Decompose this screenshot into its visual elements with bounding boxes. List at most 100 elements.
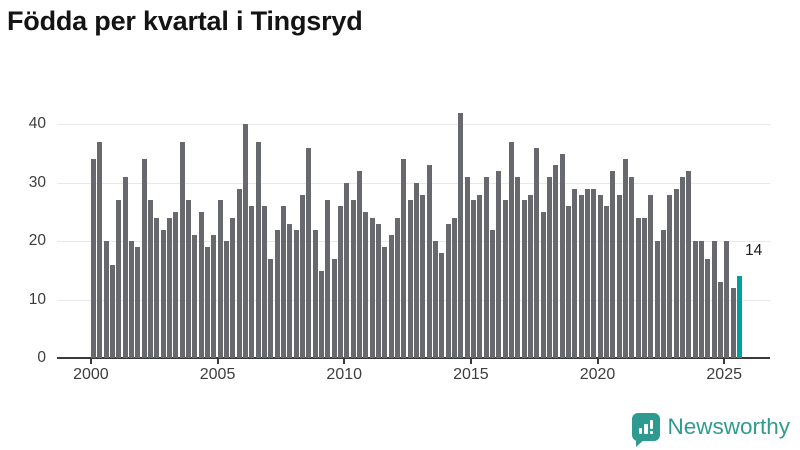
bar: [268, 258, 274, 359]
bar: [375, 223, 381, 359]
bar: [407, 200, 413, 359]
bar: [578, 194, 584, 359]
bar: [249, 206, 255, 359]
bar: [97, 141, 103, 359]
bar: [356, 171, 362, 359]
bar: [192, 235, 198, 359]
x-axis-tick-label: 2025: [706, 366, 742, 383]
bar: [591, 188, 597, 359]
bar: [705, 258, 711, 359]
x-axis-tick: [89, 358, 92, 365]
bar: [331, 258, 337, 359]
bar: [489, 229, 495, 359]
bar: [458, 112, 464, 359]
y-axis-tick-label: 40: [28, 115, 46, 133]
x-axis-tick: [216, 358, 219, 365]
bar: [540, 212, 546, 359]
bar: [299, 194, 305, 359]
bar: [116, 200, 122, 359]
gridline: [57, 299, 770, 301]
bar: [154, 217, 160, 359]
bar: [559, 153, 565, 359]
bar: [641, 217, 647, 359]
bar: [603, 206, 609, 359]
bar: [166, 217, 172, 359]
bar: [337, 206, 343, 359]
bar: [217, 200, 223, 359]
bar: [667, 194, 673, 359]
newsworthy-bar-chart-icon: [632, 413, 661, 447]
bar: [204, 247, 210, 359]
x-axis-tick-label: 2015: [453, 366, 489, 383]
bar: [477, 194, 483, 359]
bar: [508, 141, 514, 359]
bar: [565, 206, 571, 359]
bar: [122, 176, 128, 359]
bar: [660, 229, 666, 359]
bar: [534, 147, 540, 359]
bar: [287, 223, 293, 359]
bar: [173, 212, 179, 359]
bar: [483, 176, 489, 359]
bar: [622, 159, 628, 359]
bar: [553, 165, 559, 359]
bar: [109, 264, 115, 359]
bar: [255, 141, 261, 359]
bar: [147, 200, 153, 359]
x-axis-line: [57, 357, 770, 360]
bar: [223, 241, 229, 359]
bar: [629, 176, 635, 359]
x-axis-tick: [343, 358, 346, 365]
bar: [103, 241, 109, 359]
bar: [717, 282, 723, 359]
bar: [420, 194, 426, 359]
bar: [185, 200, 191, 359]
bar: [686, 171, 692, 359]
x-axis-tick: [723, 358, 726, 365]
bar: [179, 141, 185, 359]
chart-title: Födda per kvartal i Tingsryd: [7, 6, 363, 36]
bar: [724, 241, 730, 359]
bar: [464, 176, 470, 359]
y-axis-tick-label: 10: [28, 290, 46, 308]
bar: [610, 171, 616, 359]
y-axis-tick-label: 20: [28, 232, 46, 250]
bar: [90, 159, 96, 359]
bar: [698, 241, 704, 359]
bar: [274, 229, 280, 359]
bar: [369, 217, 375, 359]
bar: [394, 217, 400, 359]
bar: [426, 165, 432, 359]
bar: [363, 212, 369, 359]
bar: [211, 235, 217, 359]
bar: [502, 200, 508, 359]
bar: [445, 223, 451, 359]
bar: [312, 229, 318, 359]
x-axis-tick: [469, 358, 472, 365]
bar: [648, 194, 654, 359]
last-bar-value-label: 14: [744, 242, 763, 260]
y-axis-tick-label: 0: [37, 349, 46, 367]
bar: [141, 159, 147, 359]
bar: [401, 159, 407, 359]
newsworthy-logo: Newsworthy: [632, 413, 790, 447]
bar: [350, 200, 356, 359]
bar: [128, 241, 134, 359]
x-axis-tick: [596, 358, 599, 365]
bar: [527, 194, 533, 359]
bar: [382, 247, 388, 359]
bar: [236, 188, 242, 359]
bar: [242, 124, 248, 359]
bar: [160, 229, 166, 359]
bar: [198, 212, 204, 359]
bar: [432, 241, 438, 359]
bar: [261, 206, 267, 359]
bar: [388, 235, 394, 359]
bar: [635, 217, 641, 359]
x-axis-tick-label: 2020: [579, 366, 616, 383]
x-axis-tick-label: 2010: [326, 366, 363, 383]
bar: [515, 176, 521, 359]
bar: [654, 241, 660, 359]
bar: [584, 188, 590, 359]
